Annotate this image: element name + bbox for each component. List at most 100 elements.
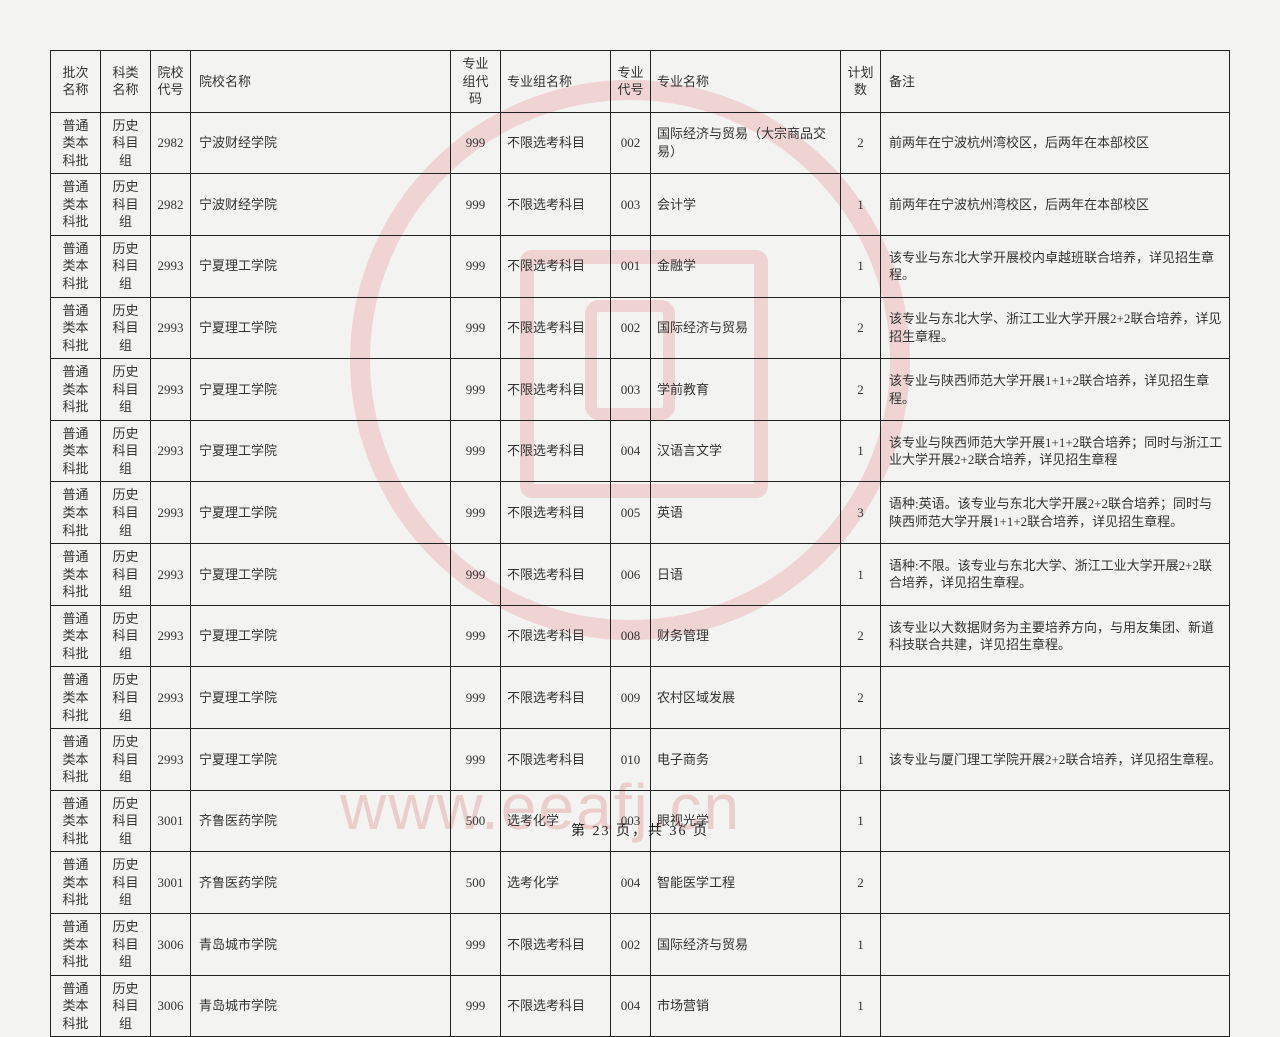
table-cell: 历史科目组 [101,544,151,606]
table-row: 普通类本科批历史科目组2993宁夏理工学院999不限选考科目010电子商务1该专… [51,729,1230,791]
table-body: 普通类本科批历史科目组2982宁波财经学院999不限选考科目002国际经济与贸易… [51,112,1230,1037]
table-cell: 1 [841,544,881,606]
table-cell: 005 [611,482,651,544]
table-cell: 普通类本科批 [51,975,101,1037]
table-cell: 该专业与东北大学开展校内卓越班联合培养，详见招生章程。 [881,235,1230,297]
table-cell: 历史科目组 [101,420,151,482]
table-cell: 2993 [151,359,191,421]
table-cell: 前两年在宁波杭州湾校区，后两年在本部校区 [881,112,1230,174]
table-cell: 004 [611,852,651,914]
table-row: 普通类本科批历史科目组2993宁夏理工学院999不限选考科目006日语1语种:不… [51,544,1230,606]
table-cell: 普通类本科批 [51,359,101,421]
column-header: 院校名称 [191,51,451,113]
table-row: 普通类本科批历史科目组2993宁夏理工学院999不限选考科目002国际经济与贸易… [51,297,1230,359]
table-cell: 宁夏理工学院 [191,482,451,544]
table-cell: 002 [611,112,651,174]
table-cell: 普通类本科批 [51,667,101,729]
table-cell: 3001 [151,852,191,914]
column-header: 批次名称 [51,51,101,113]
table-cell: 财务管理 [651,605,841,667]
table-cell: 不限选考科目 [501,297,611,359]
table-cell: 电子商务 [651,729,841,791]
table-cell: 2993 [151,544,191,606]
table-row: 普通类本科批历史科目组2993宁夏理工学院999不限选考科目005英语3语种:英… [51,482,1230,544]
table-cell: 2982 [151,174,191,236]
table-cell: 2 [841,297,881,359]
table-cell: 不限选考科目 [501,359,611,421]
table-cell: 普通类本科批 [51,729,101,791]
table-cell: 004 [611,420,651,482]
table-cell: 语种:不限。该专业与东北大学、浙江工业大学开展2+2联合培养，详见招生章程。 [881,544,1230,606]
table-cell: 999 [451,359,501,421]
table-row: 普通类本科批历史科目组2982宁波财经学院999不限选考科目002国际经济与贸易… [51,112,1230,174]
table-cell: 选考化学 [501,852,611,914]
table-cell: 宁夏理工学院 [191,544,451,606]
table-cell: 999 [451,297,501,359]
table-cell: 历史科目组 [101,297,151,359]
table-cell: 002 [611,913,651,975]
table-cell: 历史科目组 [101,235,151,297]
table-row: 普通类本科批历史科目组2993宁夏理工学院999不限选考科目001金融学1该专业… [51,235,1230,297]
table-cell: 历史科目组 [101,359,151,421]
table-cell: 2 [841,112,881,174]
table-cell: 该专业与陕西师范大学开展1+1+2联合培养；同时与浙江工业大学开展2+2联合培养… [881,420,1230,482]
table-cell: 2993 [151,482,191,544]
table-row: 普通类本科批历史科目组2993宁夏理工学院999不限选考科目004汉语言文学1该… [51,420,1230,482]
table-cell: 999 [451,174,501,236]
table-cell: 2993 [151,297,191,359]
table-cell: 2982 [151,112,191,174]
table-cell: 999 [451,975,501,1037]
table-row: 普通类本科批历史科目组2993宁夏理工学院999不限选考科目008财务管理2该专… [51,605,1230,667]
table-cell: 1 [841,913,881,975]
table-row: 普通类本科批历史科目组2993宁夏理工学院999不限选考科目003学前教育2该专… [51,359,1230,421]
table-cell: 999 [451,482,501,544]
table-cell: 1 [841,174,881,236]
table-cell: 不限选考科目 [501,235,611,297]
table-cell: 999 [451,729,501,791]
table-cell: 不限选考科目 [501,112,611,174]
table-cell: 前两年在宁波杭州湾校区，后两年在本部校区 [881,174,1230,236]
table-header-row: 批次名称科类名称院校代号院校名称专业组代码专业组名称专业代号专业名称计划数备注 [51,51,1230,113]
table-cell: 2993 [151,420,191,482]
table-cell: 金融学 [651,235,841,297]
table-cell: 普通类本科批 [51,544,101,606]
table-cell: 该专业与陕西师范大学开展1+1+2联合培养，详见招生章程。 [881,359,1230,421]
table-cell: 历史科目组 [101,913,151,975]
table-cell: 历史科目组 [101,852,151,914]
table-cell: 006 [611,544,651,606]
table-cell: 500 [451,852,501,914]
table-cell: 普通类本科批 [51,605,101,667]
table-cell: 历史科目组 [101,174,151,236]
table-cell: 学前教育 [651,359,841,421]
table-cell: 宁波财经学院 [191,174,451,236]
table-cell: 不限选考科目 [501,975,611,1037]
table-row: 普通类本科批历史科目组2982宁波财经学院999不限选考科目003会计学1前两年… [51,174,1230,236]
table-cell: 002 [611,297,651,359]
table-cell: 3006 [151,975,191,1037]
table-cell: 003 [611,174,651,236]
table-cell [881,852,1230,914]
table-cell: 宁夏理工学院 [191,297,451,359]
table-cell: 普通类本科批 [51,235,101,297]
table-cell: 历史科目组 [101,667,151,729]
table-row: 普通类本科批历史科目组3001齐鲁医药学院500选考化学004智能医学工程2 [51,852,1230,914]
table-cell: 青岛城市学院 [191,975,451,1037]
column-header: 科类名称 [101,51,151,113]
table-row: 普通类本科批历史科目组3006青岛城市学院999不限选考科目004市场营销1 [51,975,1230,1037]
table-cell [881,975,1230,1037]
table-cell: 日语 [651,544,841,606]
table-cell: 历史科目组 [101,482,151,544]
table-cell: 2993 [151,729,191,791]
table-cell: 会计学 [651,174,841,236]
table-cell: 004 [611,975,651,1037]
table-cell [881,913,1230,975]
table-cell: 英语 [651,482,841,544]
table-cell: 智能医学工程 [651,852,841,914]
table-cell: 该专业以大数据财务为主要培养方向，与用友集团、新道科技联合共建，详见招生章程。 [881,605,1230,667]
table-cell: 不限选考科目 [501,667,611,729]
table-cell: 宁波财经学院 [191,112,451,174]
table-cell: 2993 [151,667,191,729]
table-cell: 历史科目组 [101,112,151,174]
table-cell: 宁夏理工学院 [191,605,451,667]
table-cell: 3 [841,482,881,544]
